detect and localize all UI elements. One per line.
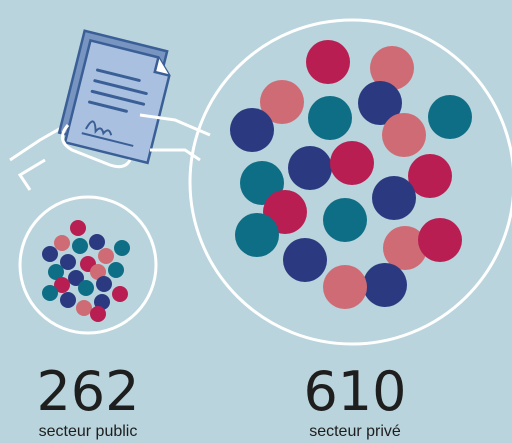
dot	[308, 96, 352, 140]
private-dots	[230, 40, 472, 309]
dot	[108, 262, 124, 278]
dot	[42, 285, 58, 301]
dot	[98, 248, 114, 264]
dot	[358, 81, 402, 125]
dot	[372, 176, 416, 220]
dot	[60, 292, 76, 308]
dot	[60, 254, 76, 270]
public-count: 262	[36, 360, 139, 423]
dot	[68, 270, 84, 286]
dot	[323, 265, 367, 309]
large-circle	[188, 18, 512, 346]
private-label: secteur privé	[309, 423, 401, 440]
dot	[70, 220, 86, 236]
dot	[114, 240, 130, 256]
dot	[54, 235, 70, 251]
dot	[283, 238, 327, 282]
dot	[90, 264, 106, 280]
dot	[370, 46, 414, 90]
document-icon	[9, 29, 211, 191]
dot	[96, 276, 112, 292]
dot	[72, 238, 88, 254]
dot	[48, 264, 64, 280]
dot	[54, 277, 70, 293]
dot	[42, 246, 58, 262]
public-label: secteur public	[39, 423, 138, 440]
dot	[112, 286, 128, 302]
dot	[288, 146, 332, 190]
dot	[383, 226, 427, 270]
private-count: 610	[303, 360, 406, 423]
dot	[428, 95, 472, 139]
dot	[78, 280, 94, 296]
dot	[323, 198, 367, 242]
dot	[76, 300, 92, 316]
dot	[90, 306, 106, 322]
dot	[418, 218, 462, 262]
dot	[330, 141, 374, 185]
dot	[260, 80, 304, 124]
dot	[382, 113, 426, 157]
dot	[408, 154, 452, 198]
dot	[235, 213, 279, 257]
public-dots	[42, 220, 130, 322]
dot	[363, 263, 407, 307]
small-circle	[18, 195, 158, 335]
dot	[306, 40, 350, 84]
dot	[89, 234, 105, 250]
dot	[230, 108, 274, 152]
